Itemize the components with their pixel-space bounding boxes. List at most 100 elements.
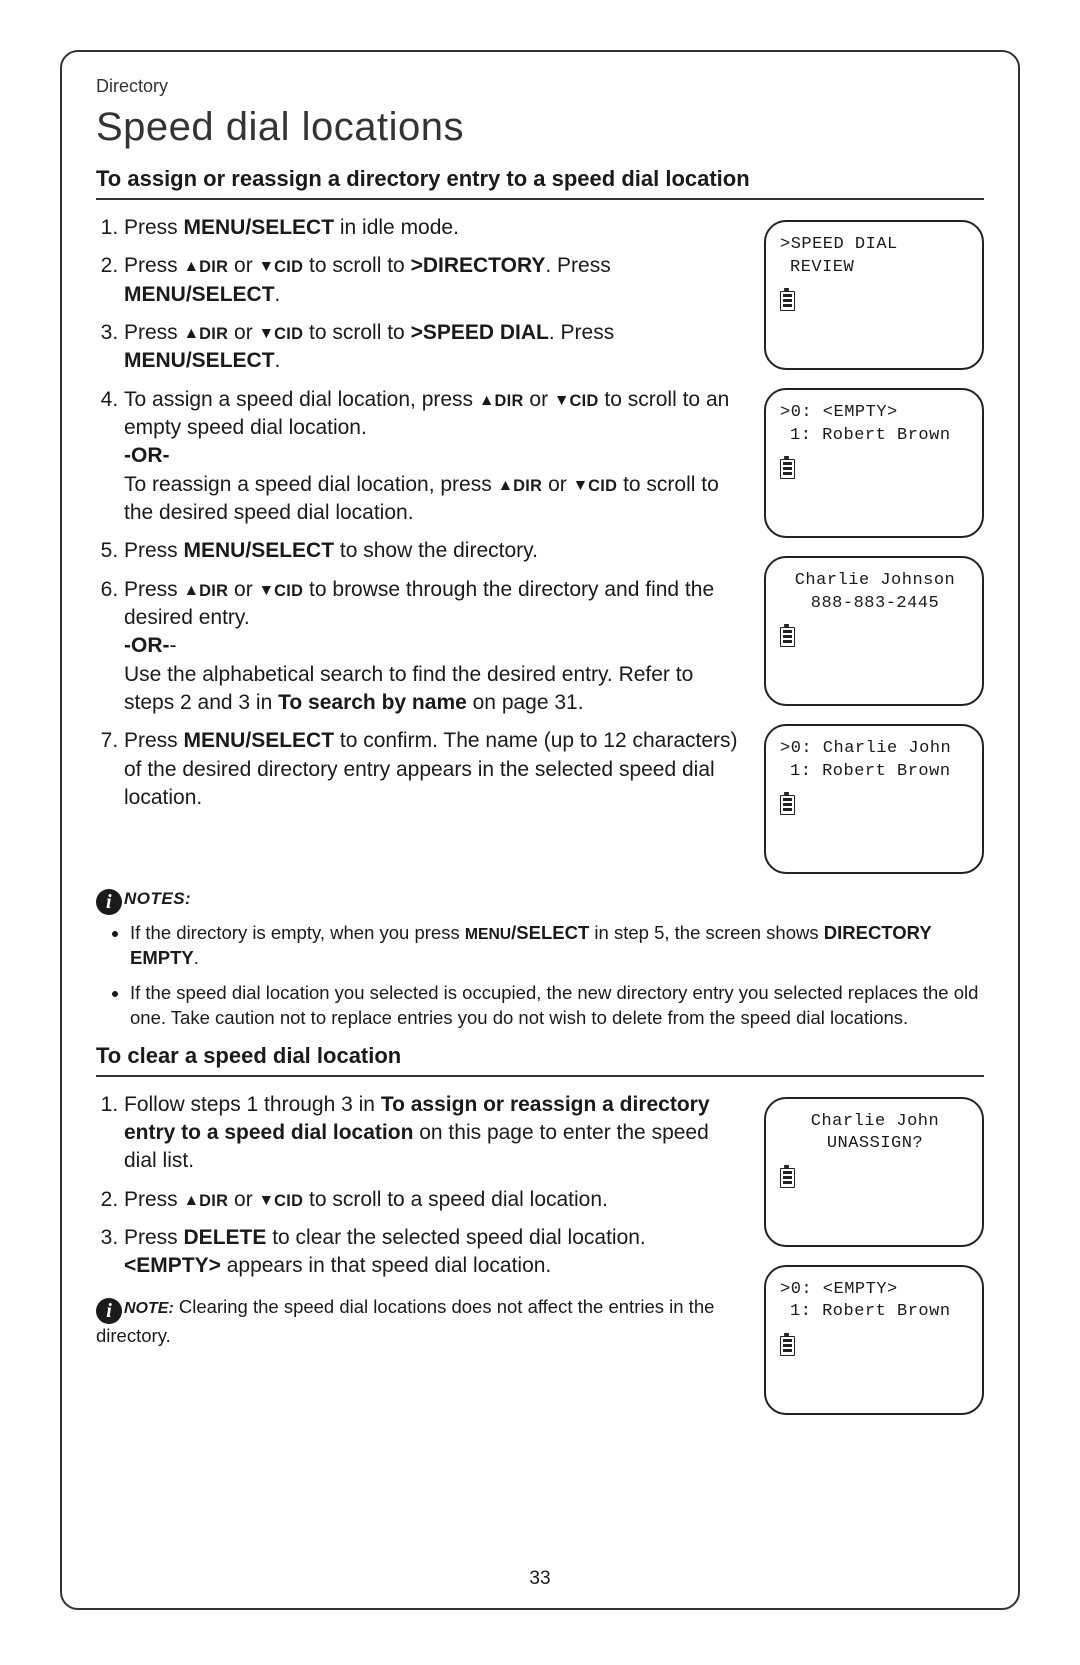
text: DIR	[199, 1192, 228, 1210]
text: DIR	[199, 258, 228, 276]
step-4: To assign a speed dial location, press D…	[124, 386, 746, 528]
lcd-line: 1: Robert Brown	[780, 1301, 970, 1324]
text: CID	[274, 1192, 303, 1210]
text: CID	[274, 582, 303, 600]
text: CID	[274, 258, 303, 276]
text: .	[275, 283, 281, 306]
text: in step 5, the screen shows	[589, 922, 823, 943]
text: /SELECT	[245, 729, 334, 752]
text: /SELECT	[186, 349, 275, 372]
step-6: Press DIR or CID to browse through the d…	[124, 576, 746, 718]
text: /SELECT	[245, 539, 334, 562]
text: Press	[124, 321, 184, 344]
text: Press	[124, 216, 184, 239]
text: DELETE	[184, 1226, 267, 1249]
step-5: Press MENU/SELECT to show the directory.	[124, 537, 746, 565]
text: >SPEED DIAL	[411, 321, 549, 344]
lcd-line: >0: <EMPTY>	[780, 1279, 970, 1302]
up-triangle-icon	[184, 254, 200, 277]
text: MENU/	[184, 216, 252, 239]
lcd-screen-6: >0: <EMPTY> 1: Robert Brown	[764, 1265, 984, 1415]
lcd-line: Charlie Johnson	[780, 570, 970, 593]
text: DIR	[513, 477, 542, 495]
text: to scroll to	[303, 254, 410, 277]
section1-main: Press MENU/SELECT in idle mode. Press DI…	[96, 214, 746, 823]
down-triangle-icon	[554, 388, 570, 411]
text: DIR	[199, 325, 228, 343]
lcd-line: >0: <EMPTY>	[780, 402, 970, 425]
text: appears in that speed dial location.	[221, 1254, 551, 1277]
note-item: If the directory is empty, when you pres…	[130, 921, 984, 971]
battery-icon	[780, 456, 794, 478]
or-label: -OR-	[124, 634, 170, 657]
battery-icon	[780, 1165, 794, 1187]
text: DIR	[494, 392, 523, 410]
text: . Press	[549, 321, 614, 344]
note-label: NOTE:	[124, 1300, 174, 1317]
step-3: Press DIR or CID to scroll to >SPEED DIA…	[124, 319, 746, 376]
lcd-line: 1: Robert Brown	[780, 425, 970, 448]
battery-icon	[780, 1333, 794, 1355]
text: to clear the selected speed dial locatio…	[266, 1226, 645, 1249]
lcd-line: Charlie John	[780, 1111, 970, 1134]
text: or	[228, 1188, 258, 1211]
text: <EMPTY>	[124, 1254, 221, 1277]
text: MENU	[465, 926, 511, 943]
text: Press	[124, 539, 184, 562]
info-icon	[96, 889, 122, 915]
text: MENU	[184, 729, 246, 752]
section1-columns: Press MENU/SELECT in idle mode. Press DI…	[96, 214, 984, 874]
section1-steps: Press MENU/SELECT in idle mode. Press DI…	[96, 214, 746, 813]
lcd-screen-1: >SPEED DIAL REVIEW	[764, 220, 984, 370]
up-triangle-icon	[479, 388, 495, 411]
text: Press	[124, 254, 184, 277]
text: MENU	[124, 349, 186, 372]
down-triangle-icon	[259, 578, 275, 601]
text: CID	[274, 325, 303, 343]
text: to scroll to a speed dial location.	[303, 1188, 608, 1211]
section2-columns: Follow steps 1 through 3 in To assign or…	[96, 1091, 984, 1415]
section1-heading: To assign or reassign a directory entry …	[96, 164, 984, 200]
info-icon	[96, 1298, 122, 1324]
step-7: Press MENU/SELECT to confirm. The name (…	[124, 727, 746, 812]
section-label: Directory	[96, 74, 984, 98]
or-label: -OR-	[124, 444, 170, 467]
text: . Press	[545, 254, 610, 277]
lcd-line: >SPEED DIAL	[780, 234, 970, 257]
page-number: 33	[62, 1566, 1018, 1592]
text: or	[228, 578, 258, 601]
lcd-screen-3: Charlie Johnson 888-883-2445	[764, 556, 984, 706]
lcd-screen-2: >0: <EMPTY> 1: Robert Brown	[764, 388, 984, 538]
text: on page 31.	[467, 691, 584, 714]
down-triangle-icon	[259, 1188, 275, 1211]
text: or	[524, 388, 554, 411]
step-2: Press DIR or CID to scroll to >DIRECTORY…	[124, 252, 746, 309]
text: SELECT	[251, 216, 334, 239]
text: DIR	[199, 582, 228, 600]
text: to scroll to	[303, 321, 410, 344]
step-3: Press DELETE to clear the selected speed…	[124, 1224, 746, 1281]
lcd-line: >0: Charlie John	[780, 738, 970, 761]
notes-list: If the directory is empty, when you pres…	[96, 921, 984, 1031]
up-triangle-icon	[498, 473, 514, 496]
section1-screens: >SPEED DIAL REVIEW >0: <EMPTY> 1: Robert…	[764, 214, 984, 874]
step-1: Follow steps 1 through 3 in To assign or…	[124, 1091, 746, 1176]
text: To assign a speed dial location, press	[124, 388, 479, 411]
text: CID	[570, 392, 599, 410]
up-triangle-icon	[184, 321, 200, 344]
section2-screens: Charlie John UNASSIGN? >0: <EMPTY> 1: Ro…	[764, 1091, 984, 1415]
page-frame: Directory Speed dial locations To assign…	[60, 50, 1020, 1610]
text: /SELECT	[186, 283, 275, 306]
section2-heading: To clear a speed dial location	[96, 1041, 984, 1077]
step-2: Press DIR or CID to scroll to a speed di…	[124, 1186, 746, 1214]
down-triangle-icon	[259, 321, 275, 344]
text: CID	[588, 477, 617, 495]
up-triangle-icon	[184, 1188, 200, 1211]
text: .	[275, 349, 281, 372]
battery-icon	[780, 288, 794, 310]
lcd-screen-4: >0: Charlie John 1: Robert Brown	[764, 724, 984, 874]
text: .	[194, 947, 199, 968]
text: to show the directory.	[334, 539, 538, 562]
up-triangle-icon	[184, 578, 200, 601]
text: /SELECT	[511, 922, 589, 943]
